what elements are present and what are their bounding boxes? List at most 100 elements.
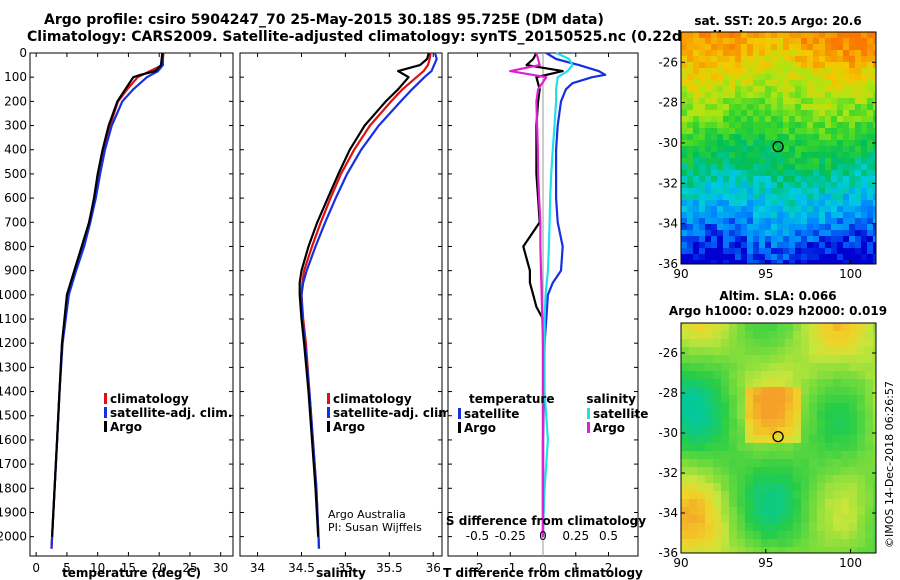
- map-cell: [705, 467, 713, 475]
- map-cell: [713, 515, 721, 523]
- map-cell: [867, 104, 873, 110]
- map-cell: [849, 50, 855, 56]
- map-cell: [697, 323, 705, 331]
- map-cell: [777, 515, 785, 523]
- map-cell: [801, 218, 807, 224]
- map-cell: [857, 395, 865, 403]
- map-cell: [801, 531, 809, 539]
- map-cell: [759, 110, 765, 116]
- map-cell: [855, 68, 861, 74]
- map-cell: [813, 218, 819, 224]
- map-cell: [713, 331, 721, 339]
- map-cell: [761, 499, 769, 507]
- map-cell: [721, 475, 729, 483]
- map-cell: [777, 242, 783, 248]
- map-cell: [687, 218, 693, 224]
- map-cell: [809, 427, 817, 435]
- map-cell: [777, 206, 783, 212]
- map-cell: [873, 419, 876, 427]
- map-cell: [705, 182, 711, 188]
- map-cell: [841, 435, 849, 443]
- map-cell: [813, 92, 819, 98]
- map-cell: [753, 236, 759, 242]
- map-cell: [689, 355, 697, 363]
- map-cell: [753, 515, 761, 523]
- map-cell: [681, 395, 689, 403]
- map-cell: [861, 74, 867, 80]
- map-cell: [681, 260, 687, 264]
- map-cell: [765, 158, 771, 164]
- map-cell: [711, 62, 717, 68]
- map-cell: [693, 116, 699, 122]
- map-cell: [855, 260, 861, 264]
- map-cell: [785, 331, 793, 339]
- map-cell: [801, 435, 809, 443]
- map-cell: [723, 98, 729, 104]
- map-cell: [697, 507, 705, 515]
- map-y-tick-label: -26: [658, 55, 678, 69]
- map-cell: [765, 128, 771, 134]
- map-cell: [753, 539, 761, 547]
- map-cell: [741, 242, 747, 248]
- map-cell: [721, 451, 729, 459]
- map-cell: [801, 331, 809, 339]
- map-cell: [699, 218, 705, 224]
- map-cell: [865, 491, 873, 499]
- map-cell: [813, 254, 819, 260]
- map-cell: [753, 104, 759, 110]
- map-cell: [777, 194, 783, 200]
- map-cell: [753, 507, 761, 515]
- map-cell: [849, 38, 855, 44]
- map-cell: [861, 254, 867, 260]
- map-cell: [795, 248, 801, 254]
- map-cell: [723, 242, 729, 248]
- depth-tick-label: 800: [4, 239, 27, 253]
- map-cell: [789, 116, 795, 122]
- map-cell: [711, 188, 717, 194]
- x-tick-label: 0: [539, 561, 547, 575]
- map-cell: [873, 499, 876, 507]
- map-cell: [705, 170, 711, 176]
- map-cell: [693, 206, 699, 212]
- map-cell: [753, 158, 759, 164]
- map-cell: [831, 194, 837, 200]
- map-cell: [705, 56, 711, 62]
- map-cell: [753, 62, 759, 68]
- map-cell: [785, 371, 793, 379]
- salinity-legend-item-label: Argo: [333, 420, 365, 434]
- map-cell: [717, 44, 723, 50]
- map-cell: [711, 38, 717, 44]
- map-cell: [753, 339, 761, 347]
- map-cell: [831, 170, 837, 176]
- map-cell: [771, 230, 777, 236]
- map-cell: [729, 254, 735, 260]
- map-cell: [721, 483, 729, 491]
- map-cell: [785, 507, 793, 515]
- map-cell: [699, 92, 705, 98]
- map-cell: [825, 122, 831, 128]
- map-cell: [729, 230, 735, 236]
- map-cell: [735, 260, 741, 264]
- map-cell: [825, 50, 831, 56]
- map-cell: [861, 50, 867, 56]
- map-cell: [819, 176, 825, 182]
- map-cell: [801, 140, 807, 146]
- map-cell: [841, 443, 849, 451]
- map-cell: [705, 379, 713, 387]
- map-cell: [705, 236, 711, 242]
- depth-tick-label: 500: [4, 167, 27, 181]
- map-cell: [711, 110, 717, 116]
- depth-tick-label: 1400: [0, 385, 27, 399]
- map-cell: [867, 254, 873, 260]
- map-cell: [809, 403, 817, 411]
- map-cell: [699, 230, 705, 236]
- map-cell: [843, 140, 849, 146]
- map-cell: [801, 363, 809, 371]
- map-cell: [759, 56, 765, 62]
- map-cell: [705, 403, 713, 411]
- map-cell: [721, 363, 729, 371]
- map-cell: [777, 218, 783, 224]
- map-cell: [699, 182, 705, 188]
- map-cell: [705, 395, 713, 403]
- salinity-legend-heading: salinity: [586, 392, 636, 406]
